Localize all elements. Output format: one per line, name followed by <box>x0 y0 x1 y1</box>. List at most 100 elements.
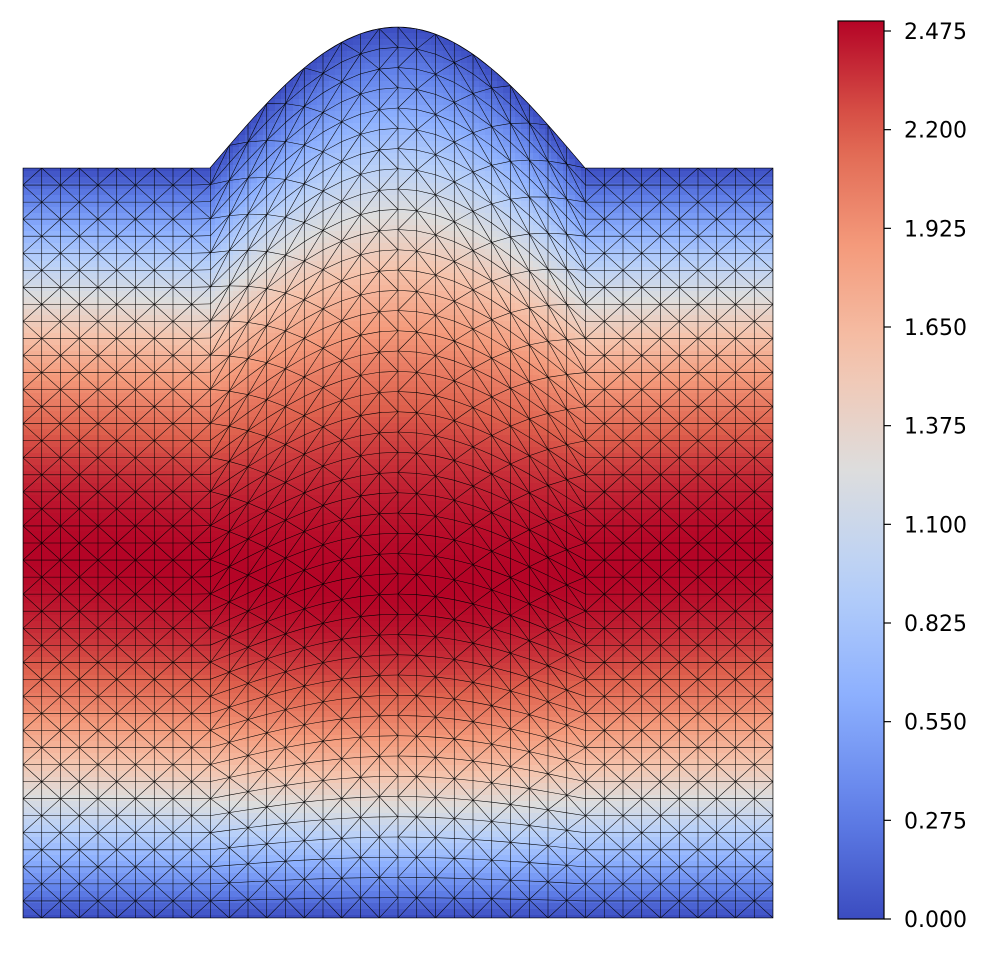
field-cell <box>365 147 372 154</box>
field-cell <box>617 135 624 142</box>
field-cell <box>449 93 456 100</box>
field-cell <box>623 159 630 166</box>
field-cell <box>521 99 528 106</box>
field-cell <box>569 213 576 220</box>
field-cell <box>263 153 270 160</box>
field-cell <box>665 177 672 184</box>
field-cell <box>65 123 72 130</box>
field-cell <box>197 255 204 262</box>
field-cell <box>197 231 204 238</box>
field-cell <box>185 159 192 166</box>
field-cell <box>221 189 228 196</box>
field-cell <box>449 231 456 238</box>
field-cell <box>461 165 468 172</box>
field-cell <box>659 63 666 70</box>
field-cell <box>545 165 552 172</box>
field-cell <box>269 99 276 106</box>
field-cell <box>767 147 773 154</box>
field-cell <box>71 213 78 220</box>
field-cell <box>677 117 684 124</box>
field-cell <box>683 153 690 160</box>
field-cell <box>395 165 402 172</box>
field-cell <box>563 201 570 208</box>
field-cell <box>275 69 282 76</box>
field-cell <box>167 45 174 52</box>
field-cell <box>215 27 222 34</box>
field-cell <box>173 69 180 76</box>
field-cell <box>347 93 354 100</box>
field-cell <box>41 147 48 154</box>
field-cell <box>263 207 270 214</box>
field-cell <box>347 51 354 58</box>
field-cell <box>617 87 624 94</box>
field-cell <box>443 231 450 238</box>
field-cell <box>563 33 570 40</box>
field-cell <box>383 63 390 70</box>
field-cell <box>83 129 90 136</box>
field-cell <box>71 135 78 142</box>
field-cell <box>419 33 426 40</box>
field-cell <box>551 177 558 184</box>
field-cell <box>173 243 180 250</box>
field-cell <box>179 231 186 238</box>
field-cell <box>707 99 714 106</box>
field-cell <box>389 171 396 178</box>
field-cell <box>671 123 678 130</box>
field-cell <box>35 159 42 166</box>
field-cell <box>197 51 204 58</box>
field-cell <box>647 141 654 148</box>
field-cell <box>107 177 114 184</box>
field-cell <box>71 243 78 250</box>
field-cell <box>413 159 420 166</box>
field-cell <box>437 177 444 184</box>
field-cell <box>665 183 672 190</box>
field-cell <box>515 159 522 166</box>
field-cell <box>689 75 696 82</box>
field-cell <box>623 117 630 124</box>
field-cell <box>137 255 144 262</box>
field-cell <box>743 201 750 208</box>
field-cell <box>185 105 192 112</box>
field-cell <box>143 87 150 94</box>
field-cell <box>35 81 42 88</box>
field-cell <box>767 237 773 244</box>
field-cell <box>503 99 510 106</box>
field-cell <box>59 207 66 214</box>
field-cell <box>743 81 750 88</box>
field-cell <box>455 63 462 70</box>
field-cell <box>299 45 306 52</box>
field-cell <box>59 105 66 112</box>
field-cell <box>143 117 150 124</box>
field-cell <box>587 105 594 112</box>
field-cell <box>473 87 480 94</box>
field-cell <box>365 135 372 142</box>
field-cell <box>479 219 486 226</box>
field-cell <box>569 33 576 40</box>
field-cell <box>107 45 114 52</box>
field-cell <box>269 195 276 202</box>
field-cell <box>635 201 642 208</box>
field-cell <box>125 195 132 202</box>
field-cell <box>53 111 60 118</box>
field-cell <box>677 195 684 202</box>
field-cell <box>221 99 228 106</box>
field-cell <box>155 105 162 112</box>
field-cell <box>161 183 168 190</box>
field-cell <box>527 111 534 118</box>
field-cell <box>527 135 534 142</box>
field-cell <box>137 249 144 256</box>
field-cell <box>95 159 102 166</box>
field-cell <box>593 153 600 160</box>
field-cell <box>281 207 288 214</box>
field-cell <box>149 63 156 70</box>
field-cell <box>437 45 444 52</box>
field-cell <box>443 123 450 130</box>
field-cell <box>41 183 48 190</box>
field-cell <box>443 63 450 70</box>
field-cell <box>617 39 624 46</box>
field-cell <box>47 147 54 154</box>
field-cell <box>677 57 684 64</box>
field-cell <box>719 105 726 112</box>
field-cell <box>665 81 672 88</box>
field-cell <box>509 123 516 130</box>
